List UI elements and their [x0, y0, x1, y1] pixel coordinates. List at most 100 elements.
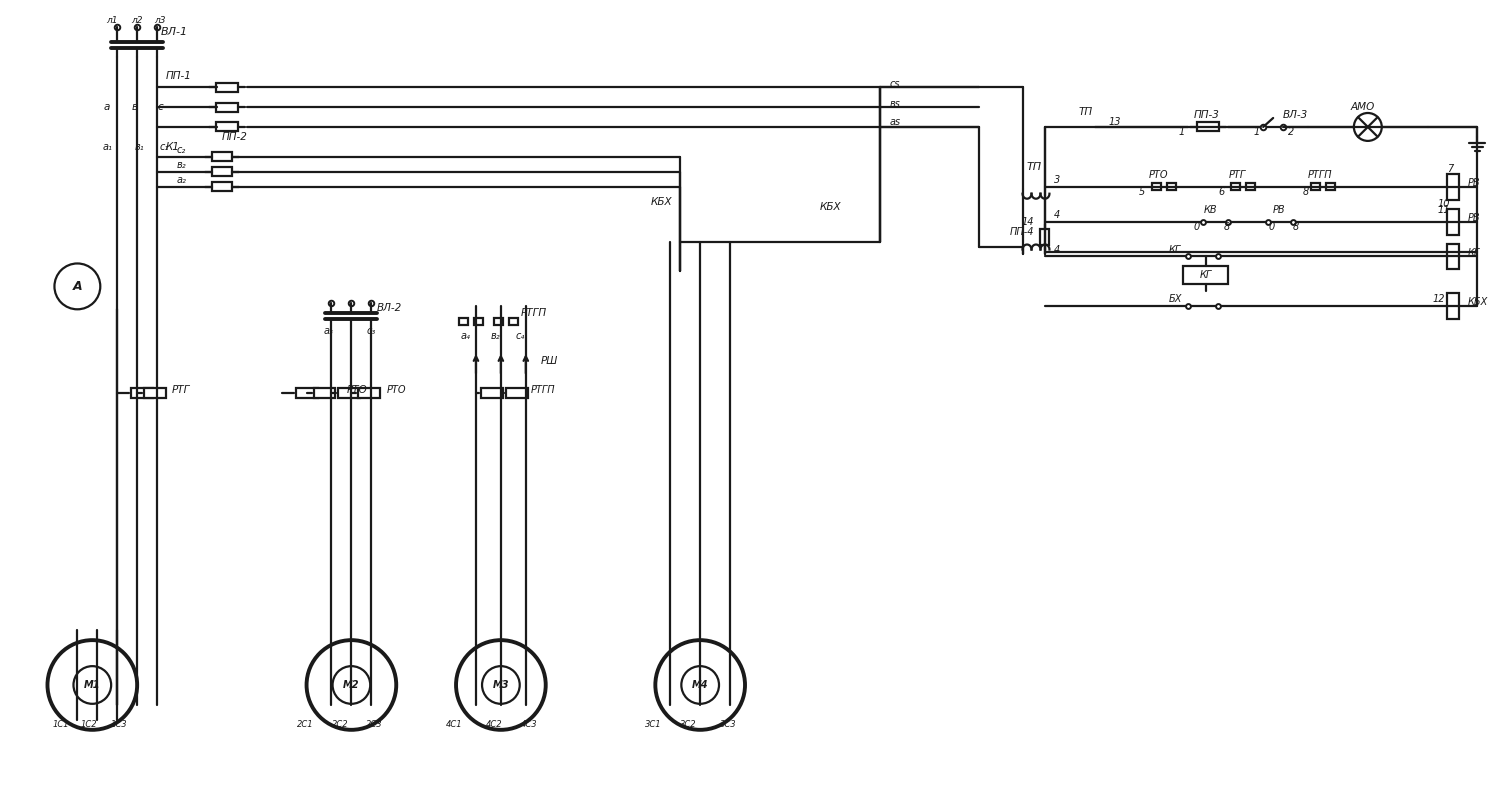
Text: в₂: в₂ — [490, 331, 501, 341]
Text: 0: 0 — [1194, 221, 1200, 232]
Text: л1: л1 — [106, 16, 118, 25]
Text: 11: 11 — [1437, 205, 1450, 214]
Text: ПП-4: ПП-4 — [1010, 226, 1034, 237]
Text: КГ: КГ — [1168, 244, 1180, 255]
Text: 1С1: 1С1 — [53, 721, 69, 729]
Text: 10: 10 — [1437, 199, 1450, 209]
Text: РТО: РТО — [387, 385, 406, 395]
Bar — [459, 318, 468, 325]
Text: в: в — [132, 102, 138, 112]
Text: М4: М4 — [692, 680, 708, 690]
Text: 1С2: 1С2 — [81, 721, 98, 729]
Bar — [1311, 184, 1320, 190]
Text: вs: вs — [890, 99, 900, 109]
Text: в₁: в₁ — [134, 142, 144, 152]
Text: КГ: КГ — [1467, 248, 1479, 258]
Text: 1: 1 — [1179, 127, 1185, 137]
Text: 4С2: 4С2 — [486, 721, 502, 729]
Text: ПП-3: ПП-3 — [1194, 110, 1219, 120]
Text: A: A — [72, 280, 82, 293]
Circle shape — [306, 640, 396, 730]
Text: а: а — [104, 102, 111, 112]
Text: РТО: РТО — [346, 385, 368, 395]
Bar — [1446, 244, 1458, 270]
Bar — [339, 388, 360, 398]
Text: 12: 12 — [1432, 294, 1444, 305]
Text: 13: 13 — [1108, 117, 1120, 127]
Text: РТГП: РТГП — [1308, 170, 1332, 180]
Circle shape — [482, 666, 519, 704]
Text: 3С3: 3С3 — [720, 721, 736, 729]
Bar — [1232, 184, 1240, 190]
Text: РШ: РШ — [540, 356, 558, 366]
Bar — [1326, 184, 1335, 190]
Text: КГ: КГ — [1200, 271, 1212, 281]
Bar — [1184, 267, 1228, 285]
Text: 8: 8 — [1224, 221, 1230, 232]
Text: с₁: с₁ — [159, 142, 168, 152]
Text: 6: 6 — [1218, 187, 1224, 197]
Bar — [314, 388, 336, 398]
Text: 0: 0 — [1268, 221, 1275, 232]
Text: РТО: РТО — [1149, 170, 1168, 180]
Bar — [296, 388, 318, 398]
Text: ВЛ-3: ВЛ-3 — [1282, 110, 1308, 120]
Text: РТГ: РТГ — [1228, 170, 1245, 180]
Text: с₃: с₃ — [366, 326, 375, 336]
Text: с₄: с₄ — [516, 331, 525, 341]
Text: ВЛ-1: ВЛ-1 — [160, 27, 188, 37]
Bar — [1041, 229, 1050, 244]
Text: РТГП: РТГП — [520, 308, 548, 318]
Text: М2: М2 — [344, 680, 360, 690]
Text: 2: 2 — [1288, 127, 1294, 137]
Text: 3С2: 3С2 — [680, 721, 698, 729]
Text: 4: 4 — [1054, 210, 1060, 220]
Text: РВ: РВ — [1467, 178, 1480, 187]
Text: К1: К1 — [166, 142, 180, 152]
Bar — [130, 388, 153, 398]
Circle shape — [656, 640, 746, 730]
Bar — [1197, 123, 1219, 131]
Circle shape — [333, 666, 370, 704]
Bar — [144, 388, 166, 398]
Bar — [509, 318, 518, 325]
Text: РВ: РВ — [1467, 213, 1480, 222]
Text: с: с — [158, 102, 164, 112]
Text: 4С1: 4С1 — [446, 721, 462, 729]
Text: КБХ: КБХ — [651, 197, 672, 206]
Circle shape — [456, 640, 546, 730]
Bar — [494, 318, 502, 325]
Text: 14: 14 — [1022, 217, 1034, 226]
Text: РТГ: РТГ — [172, 385, 190, 395]
Text: 4: 4 — [1054, 244, 1060, 255]
Text: 8: 8 — [1304, 187, 1310, 197]
Bar — [474, 318, 483, 325]
Text: М3: М3 — [492, 680, 508, 690]
Bar — [216, 82, 238, 92]
Text: 7: 7 — [1448, 164, 1454, 174]
Text: а₄: а₄ — [460, 331, 471, 341]
Text: а₁: а₁ — [102, 142, 112, 152]
Bar — [211, 153, 232, 161]
Text: ВЛ-2: ВЛ-2 — [376, 303, 402, 313]
Text: а₂: а₂ — [177, 175, 188, 185]
Bar — [211, 182, 232, 191]
Text: 1: 1 — [1252, 127, 1260, 137]
Text: БХ: БХ — [1168, 294, 1182, 305]
Bar — [216, 103, 238, 112]
Bar — [1246, 184, 1256, 190]
Circle shape — [48, 640, 136, 730]
Text: в₂: в₂ — [177, 160, 186, 170]
Bar — [1446, 209, 1458, 235]
Bar — [358, 388, 381, 398]
Text: 8: 8 — [1293, 221, 1299, 232]
Bar — [211, 168, 232, 176]
Text: 1С3: 1С3 — [111, 721, 128, 729]
Text: М1: М1 — [84, 680, 100, 690]
Text: ТП: ТП — [1078, 107, 1094, 117]
Text: РТГП: РТГП — [531, 385, 555, 395]
Text: аs: аs — [890, 117, 900, 127]
Bar — [482, 388, 502, 398]
Text: ПП-2: ПП-2 — [222, 132, 248, 142]
Bar — [1152, 184, 1161, 190]
